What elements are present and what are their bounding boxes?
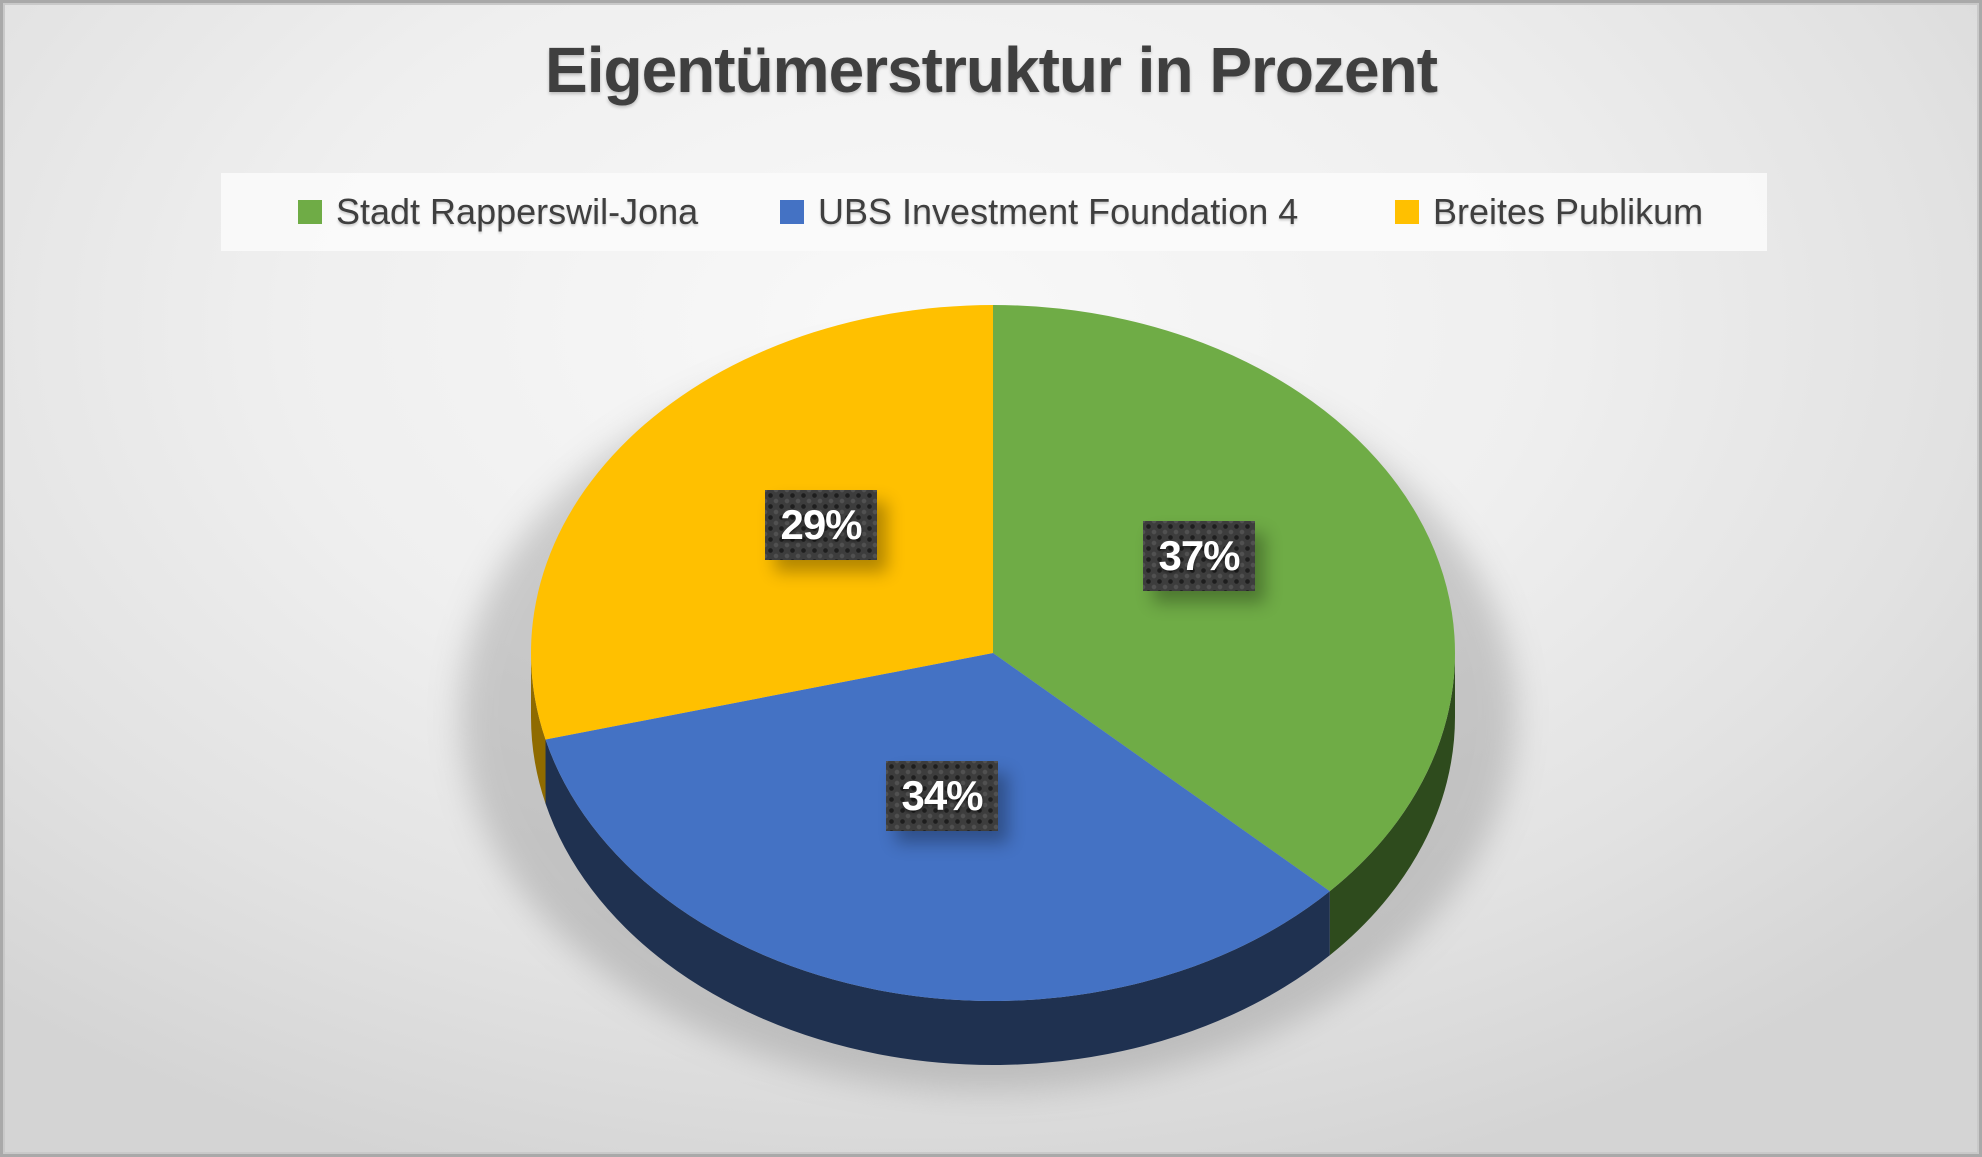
pie-top-faces: [531, 305, 1455, 1001]
pie-3d-sides: [531, 653, 1455, 1065]
legend-swatch-green: [298, 200, 322, 224]
pie-slice-side-ubs-investment-foundation-4: [545, 739, 1330, 1065]
legend-swatch-yellow: [1395, 200, 1419, 224]
data-label-value: 29%: [780, 501, 862, 548]
data-label-box-ubs-investment-foundation-4: 34%: [886, 761, 998, 831]
pie-slice-side-stadt-rapperswil-jona: [1329, 653, 1455, 956]
data-label-box-stadt-rapperswil-jona: 37%: [1143, 521, 1255, 591]
data-label-value: 34%: [901, 772, 983, 819]
pie-slice-side-breites-publikum: [531, 653, 546, 804]
legend-swatch-blue: [780, 200, 804, 224]
legend-item-breites-publikum: Breites Publikum: [1395, 173, 1703, 251]
chart-title: Eigentümerstruktur in Prozent: [545, 34, 1438, 106]
legend-label: Breites Publikum: [1433, 191, 1704, 232]
chart-legend: Stadt Rapperswil-Jona UBS Investment Fou…: [221, 173, 1767, 251]
legend-label: UBS Investment Foundation 4: [818, 191, 1299, 232]
legend-label: Stadt Rapperswil-Jona: [336, 191, 699, 232]
data-label-box-breites-publikum: 29%: [765, 490, 877, 560]
pie-slice-stadt-rapperswil-jona: [993, 305, 1455, 892]
data-label-value: 37%: [1158, 532, 1240, 579]
pie-slice-breites-publikum: [531, 305, 993, 740]
legend-item-ubs-investment-foundation-4: UBS Investment Foundation 4: [780, 173, 1298, 251]
pie-chart-svg: [460, 305, 1516, 1091]
legend-item-stadt-rapperswil-jona: Stadt Rapperswil-Jona: [298, 173, 698, 251]
